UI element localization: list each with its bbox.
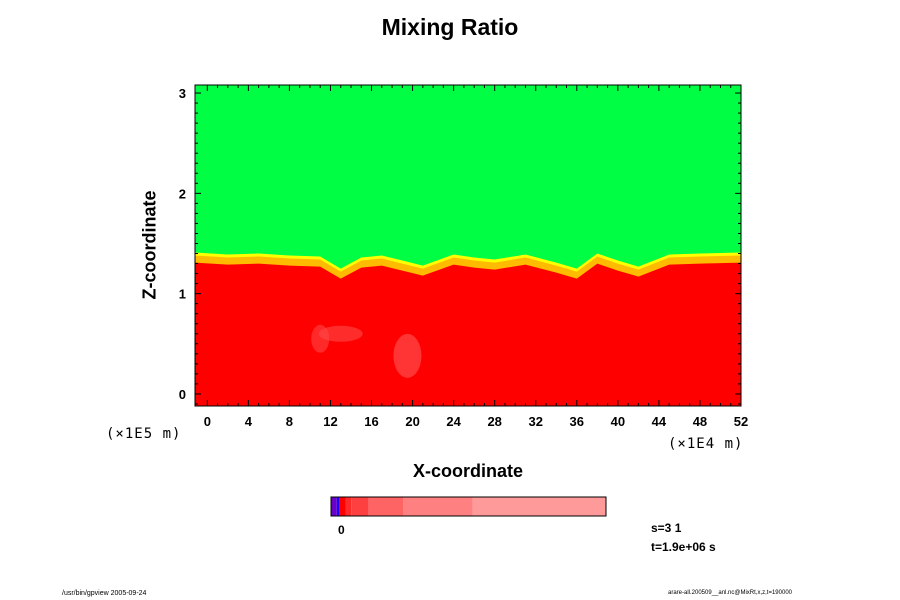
colorbar-segment [472,497,606,516]
colorbar-frame [330,496,607,517]
plot-frame [194,84,742,407]
y-axis-label: Z-coordinate [139,190,160,300]
colorbar-segment [345,497,352,516]
x-tick-label: 12 [323,414,337,429]
x-tick-label: 32 [529,414,543,429]
footer-left: /usr/bin/gpview 2005-09-24 [62,590,147,597]
region-lower [195,262,741,406]
x-tick-label: 44 [652,414,667,429]
chart-title: Mixing Ratio [381,14,519,40]
x-tick-label: 4 [245,414,253,429]
y-tick-label: 0 [179,387,186,402]
y-tick-label: 2 [179,186,186,201]
footer-right: arare-all.200509__anl.nc@MixRt,x,z,t=190… [668,590,792,596]
x-tick-label: 28 [487,414,501,429]
step-annotation: s=3 1 [651,521,682,535]
colorbar-segment [336,497,340,516]
y-tick-label: 3 [179,86,186,101]
y-tick-label: 1 [179,287,186,302]
x-tick-label: 48 [693,414,707,429]
colorbar-segment [339,497,346,516]
x-tick-label: 40 [611,414,625,429]
colorbar-segment [331,497,337,516]
plume-feature [311,324,330,353]
x-tick-label: 16 [364,414,378,429]
colorbar-segment [351,497,369,516]
time-annotation: t=1.9e+06 s [651,540,716,554]
x-tick-label: 20 [405,414,419,429]
x-tick-label: 52 [734,414,748,429]
x-tick-label: 24 [446,414,461,429]
x-tick-label: 8 [286,414,293,429]
colorbar-tick-label: 0 [338,523,345,537]
x-tick-label: 36 [570,414,584,429]
x-tick-label: 0 [204,414,211,429]
plume-feature [318,325,363,342]
y-scale-note: (×1E5 m) [106,426,182,442]
colorbar-segment [403,497,473,516]
plume-feature [393,333,422,378]
colorbar-segment [368,497,404,516]
x-axis-label: X-coordinate [412,461,523,481]
x-scale-note: (×1E4 m) [668,436,744,452]
